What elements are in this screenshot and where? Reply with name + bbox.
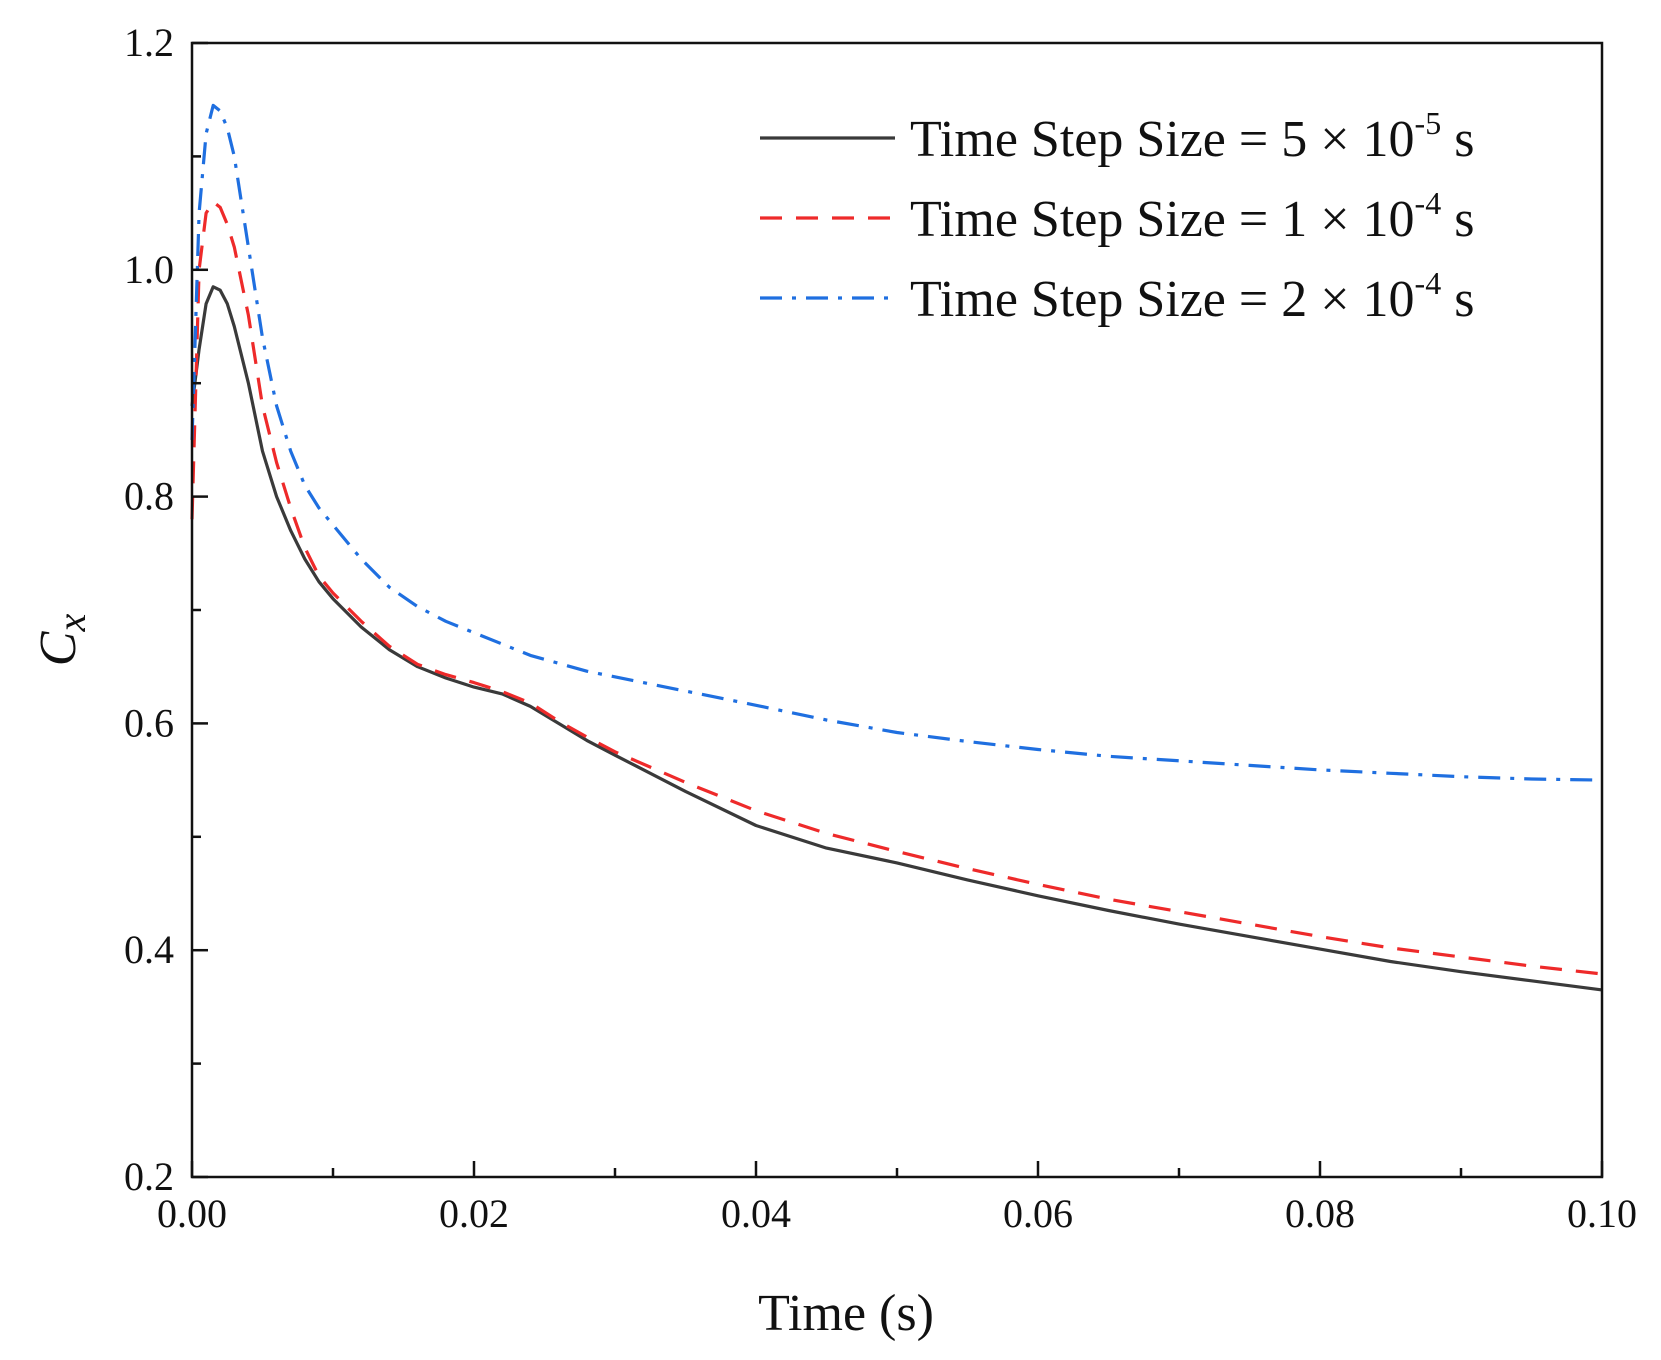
legend-label-unit: s — [1441, 191, 1474, 248]
series-line-2 — [190, 200, 1603, 976]
y-tick-label: 1.0 — [124, 247, 174, 292]
legend-label-exponent: -5 — [1415, 105, 1442, 141]
legend-label-2: Time Step Size = 1 × 10-4 s — [910, 185, 1474, 248]
x-tick-label: 0.04 — [721, 1191, 791, 1236]
y-axis-title-main: C — [30, 630, 87, 666]
y-axis-tick-labels: 0.2 0.4 0.6 0.8 1.0 1.2 — [124, 20, 174, 1199]
legend-label-exponent: -4 — [1415, 265, 1442, 301]
y-axis-title-subscript: x — [49, 614, 94, 633]
legend-label-text: Time Step Size = 1 × 10 — [910, 191, 1415, 248]
y-tick-label: 0.8 — [124, 474, 174, 519]
legend-label-unit: s — [1441, 271, 1474, 328]
legend-label-1: Time Step Size = 5 × 10-5 s — [910, 105, 1474, 168]
x-tick-label: 0.06 — [1003, 1191, 1073, 1236]
legend-label-exponent: -4 — [1415, 185, 1442, 221]
x-tick-label: 0.10 — [1567, 1191, 1637, 1236]
x-tick-label: 0.02 — [439, 1191, 509, 1236]
y-tick-label: 0.4 — [124, 927, 174, 972]
y-axis-title: Cx — [30, 614, 94, 667]
legend-label-unit: s — [1441, 111, 1474, 168]
y-tick-label: 0.2 — [124, 1154, 174, 1199]
legend-label-text: Time Step Size = 5 × 10 — [910, 111, 1415, 168]
x-axis-tick-labels: 0.00 0.02 0.04 0.06 0.08 0.10 — [157, 1191, 1637, 1236]
x-tick-label: 0.00 — [157, 1191, 227, 1236]
x-tick-label: 0.08 — [1285, 1191, 1355, 1236]
y-tick-label: 0.6 — [124, 700, 174, 745]
legend-label-3: Time Step Size = 2 × 10-4 s — [910, 265, 1474, 328]
series-line-3 — [190, 103, 1603, 782]
legend-label-text: Time Step Size = 2 × 10 — [910, 271, 1415, 328]
axis-ticks — [190, 41, 1604, 1179]
series-line-1 — [190, 285, 1603, 992]
series-layer — [190, 103, 1603, 992]
y-tick-label: 1.2 — [124, 20, 174, 65]
x-axis-title: Time (s) — [758, 1285, 934, 1342]
